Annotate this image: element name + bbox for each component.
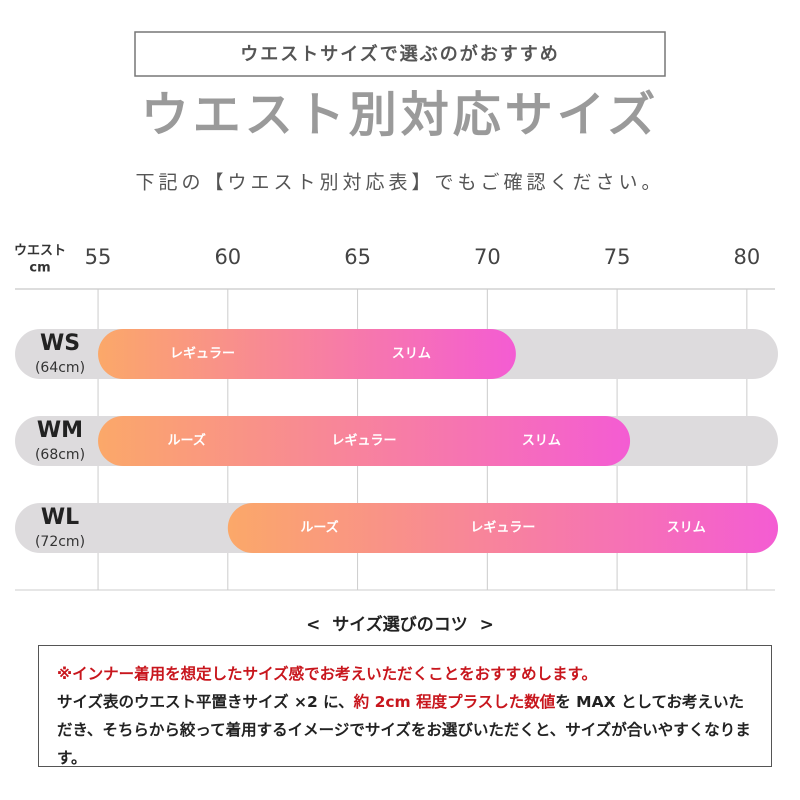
- fit-label: ルーズ: [300, 520, 338, 536]
- tips-highlight: 約 2cm 程度プラスした数値: [353, 693, 556, 711]
- fit-label: スリム: [667, 521, 706, 536]
- subtitle: 下記の【ウエスト別対応表】でもご確認ください。: [135, 172, 664, 194]
- tips-text: サイズ表のウエスト平置きサイズ ×2 に、: [57, 693, 354, 711]
- tips-body: サイズ表のウエスト平置きサイズ ×2 に、約 2cm 程度プラスした数値を MA…: [57, 688, 753, 772]
- tips-box: ※インナー着用を想定したサイズ感でお考えいただくことをおすすめします。 サイズ表…: [38, 645, 772, 767]
- row-label: WL: [41, 505, 79, 530]
- x-unit: cm: [29, 261, 50, 276]
- fit-label: スリム: [392, 347, 431, 362]
- row-label: WS: [40, 331, 80, 356]
- tips-heading: < サイズ選びのコツ >: [306, 614, 494, 635]
- fit-label: スリム: [522, 434, 561, 449]
- fit-label: レギュラー: [170, 346, 235, 362]
- row-note: (72cm): [35, 534, 85, 550]
- x-tick-label: 55: [85, 245, 112, 269]
- x-label: ウエスト: [14, 244, 66, 259]
- title: ウエスト別対応サイズ: [141, 87, 660, 143]
- tips-text: を MAX としてお考えいただき、そちらから絞って着用するイメージでサイズをお選…: [57, 693, 751, 767]
- row-note: (64cm): [35, 360, 85, 376]
- fit-label: ルーズ: [168, 433, 206, 449]
- row-label: WM: [37, 418, 83, 443]
- x-tick-label: 65: [344, 245, 371, 269]
- x-tick-label: 75: [604, 245, 631, 269]
- row-note: (68cm): [35, 447, 85, 463]
- x-tick-label: 70: [474, 245, 501, 269]
- fit-label: レギュラー: [332, 433, 397, 449]
- fit-label: レギュラー: [470, 520, 535, 536]
- range-bar: [98, 416, 631, 466]
- x-tick-label: 80: [733, 245, 760, 269]
- tagline-box: [134, 31, 666, 77]
- range-bar: [98, 329, 516, 379]
- range-bar: [227, 503, 779, 553]
- plot: 55 60 65 70 75 80WS(64cm)レギュラー スリムWM(68cm)ルーズレ…: [15, 245, 779, 590]
- tips-note: ※インナー着用を想定したサイズ感でお考えいただくことをおすすめします。: [57, 665, 598, 683]
- x-tick-label: 60: [214, 245, 241, 269]
- tagline: ウエストサイズで選ぶのがおすすめ: [240, 43, 559, 65]
